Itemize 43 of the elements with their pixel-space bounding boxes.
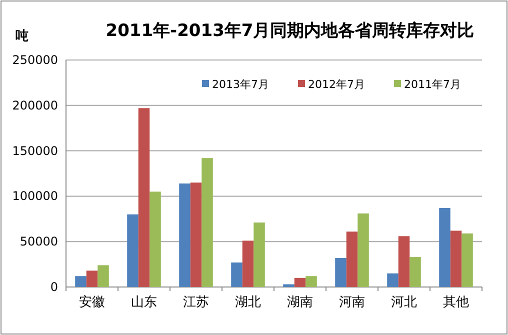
- bar: [346, 232, 358, 287]
- bar: [190, 182, 202, 287]
- bar: [398, 236, 410, 287]
- x-tick-label: 其他: [443, 295, 469, 310]
- y-tick-label: 250000: [12, 53, 58, 67]
- x-tick-label: 湖北: [235, 295, 261, 310]
- y-tick-label: 50000: [20, 234, 58, 249]
- x-tick-label: 湖南: [287, 295, 313, 310]
- bar: [179, 183, 190, 287]
- bar: [439, 208, 450, 287]
- bar: [450, 230, 462, 287]
- y-axis-title: 吨: [16, 29, 28, 44]
- bar: [306, 276, 317, 287]
- bar: [138, 108, 150, 287]
- bar: [242, 240, 254, 287]
- legend-label: 2011年7月: [404, 78, 461, 91]
- y-tick-label: 200000: [12, 98, 58, 112]
- bar: [294, 278, 306, 287]
- y-tick-label: 150000: [12, 144, 58, 158]
- legend-label: 2012年7月: [308, 78, 365, 91]
- bar: [127, 214, 138, 287]
- bar: [150, 192, 161, 287]
- x-tick-label: 山东: [131, 295, 157, 310]
- bar: [358, 213, 369, 287]
- bar: [98, 265, 109, 287]
- x-tick-label: 江苏: [183, 295, 209, 310]
- legend-label: 2013年7月: [212, 78, 269, 91]
- y-tick-label: 100000: [12, 189, 58, 204]
- bar: [86, 270, 98, 287]
- bar: [335, 258, 346, 287]
- chart-title: 2011年-2013年7月同期内地各省周转库存对比: [106, 21, 474, 41]
- bar: [283, 284, 294, 287]
- x-tick-label: 安徽: [79, 294, 105, 310]
- bar: [410, 257, 421, 287]
- bar: [231, 262, 242, 287]
- x-tick-label: 河北: [391, 295, 417, 310]
- bar: [462, 233, 473, 287]
- bar: [387, 273, 398, 287]
- x-tick-label: 河南: [339, 295, 365, 310]
- bar: [202, 158, 213, 287]
- y-tick-label: 0: [50, 280, 58, 294]
- bar: [75, 276, 86, 287]
- bar: [254, 222, 265, 287]
